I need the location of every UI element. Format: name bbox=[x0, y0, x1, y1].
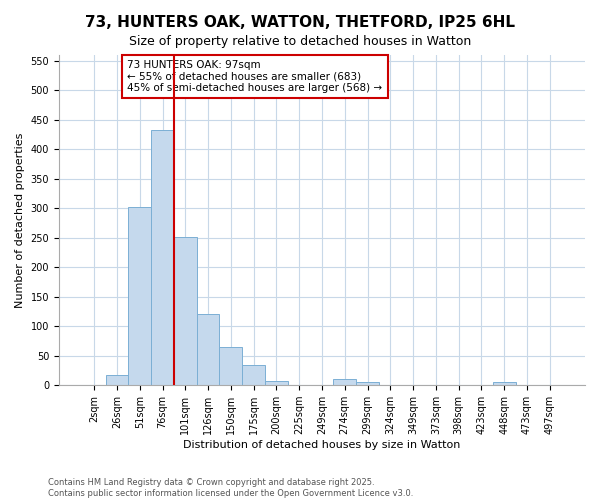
Bar bbox=[334, 378, 356, 385]
Bar bbox=[493, 382, 515, 385]
Bar bbox=[242, 364, 265, 385]
Text: 73, HUNTERS OAK, WATTON, THETFORD, IP25 6HL: 73, HUNTERS OAK, WATTON, THETFORD, IP25 … bbox=[85, 15, 515, 30]
Bar bbox=[356, 382, 379, 385]
Bar bbox=[265, 380, 288, 385]
X-axis label: Distribution of detached houses by size in Watton: Distribution of detached houses by size … bbox=[183, 440, 461, 450]
Bar bbox=[197, 314, 220, 385]
Y-axis label: Number of detached properties: Number of detached properties bbox=[15, 132, 25, 308]
Text: Size of property relative to detached houses in Watton: Size of property relative to detached ho… bbox=[129, 35, 471, 48]
Text: Contains HM Land Registry data © Crown copyright and database right 2025.
Contai: Contains HM Land Registry data © Crown c… bbox=[48, 478, 413, 498]
Bar bbox=[128, 206, 151, 385]
Bar bbox=[220, 347, 242, 385]
Text: 73 HUNTERS OAK: 97sqm
← 55% of detached houses are smaller (683)
45% of semi-det: 73 HUNTERS OAK: 97sqm ← 55% of detached … bbox=[127, 60, 382, 93]
Bar bbox=[174, 236, 197, 385]
Bar bbox=[151, 130, 174, 385]
Bar bbox=[106, 374, 128, 385]
